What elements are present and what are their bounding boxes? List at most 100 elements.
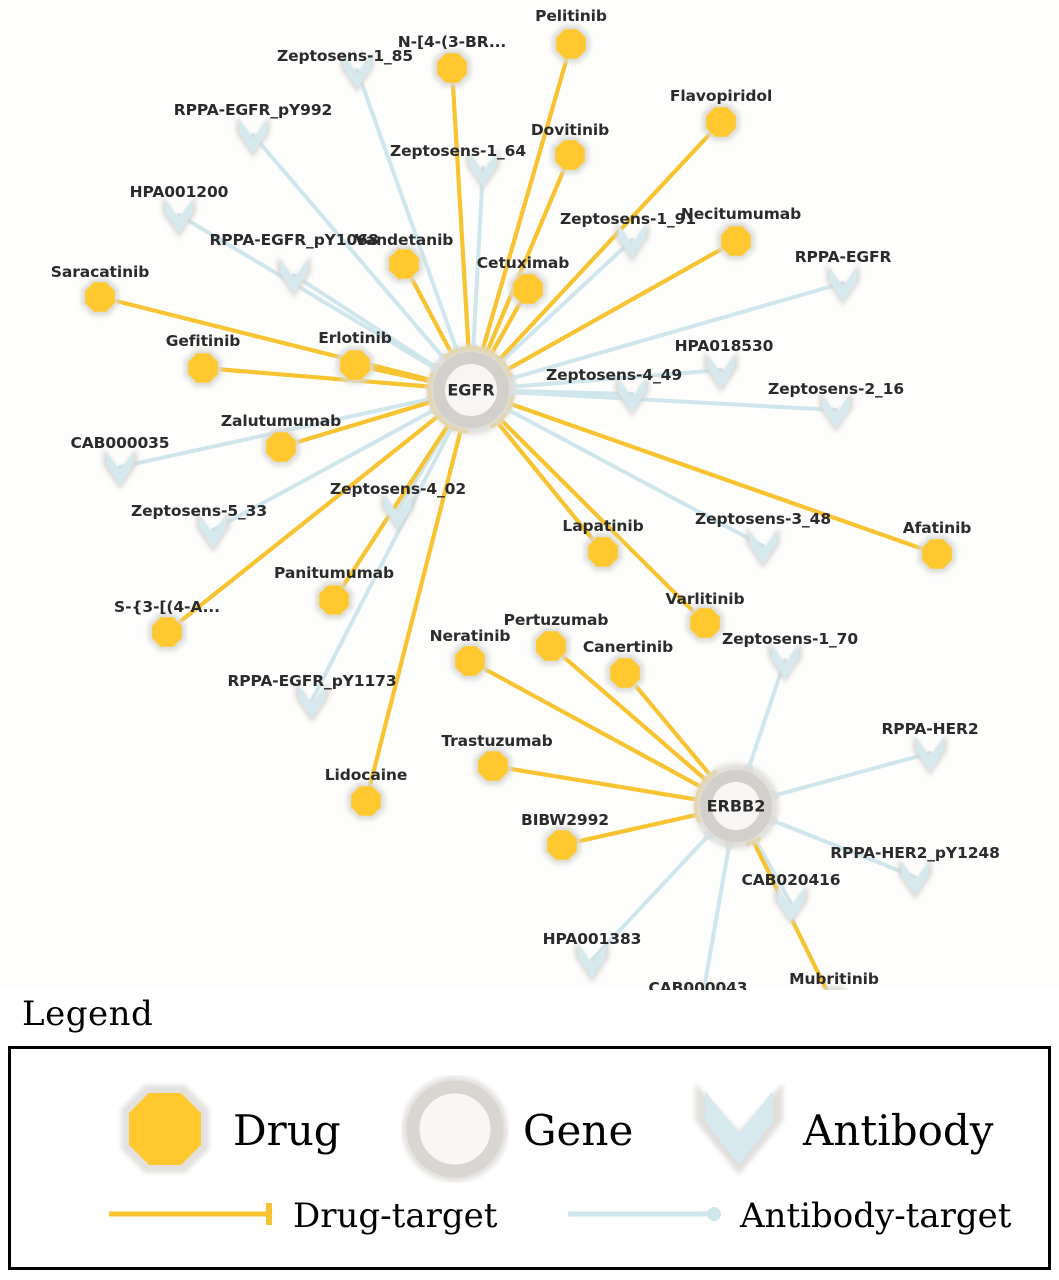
drug-octagon-icon [536, 631, 566, 661]
drug-node[interactable] [606, 654, 644, 692]
drug-node[interactable] [584, 533, 622, 571]
drug-node[interactable] [532, 627, 570, 665]
antibody-vee-icon [298, 684, 326, 719]
drug-octagon-icon [351, 786, 381, 816]
drug-octagon-icon [152, 617, 182, 647]
edge-line [480, 41, 574, 353]
antibody-vee-icon [578, 944, 606, 979]
drug-node[interactable] [347, 782, 385, 820]
antibody-node[interactable] [746, 526, 780, 569]
edge-line [751, 838, 834, 1000]
drug-node[interactable] [551, 136, 589, 174]
antibody-vee-icon [199, 514, 227, 549]
antibody-node[interactable] [898, 857, 932, 900]
antibody-vee-icon [343, 54, 371, 89]
antibody-node[interactable] [768, 640, 802, 683]
antibody-vee-icon [749, 530, 777, 565]
antibody-node[interactable] [774, 883, 808, 926]
drug-octagon-icon [85, 282, 115, 312]
drug-node[interactable] [474, 747, 512, 785]
legend-item-drug-target: Drug-target [107, 1199, 497, 1233]
network-canvas[interactable] [0, 0, 1059, 1000]
legend-panel: Legend Drug [0, 990, 1059, 1280]
antibody-node[interactable] [913, 733, 947, 776]
antibody-node[interactable] [340, 50, 374, 93]
edge-line [508, 281, 845, 381]
drug-octagon-icon [513, 274, 543, 304]
legend-item-gene: Gene [401, 1075, 633, 1187]
drug-node[interactable] [686, 604, 724, 642]
edge-line [363, 427, 463, 804]
drug-node[interactable] [336, 346, 374, 384]
drug-node[interactable] [451, 642, 489, 680]
drug-node[interactable] [717, 222, 755, 260]
drug-node[interactable] [543, 826, 581, 864]
antibody-vee-icon [165, 199, 193, 234]
drug-node[interactable] [702, 103, 740, 141]
edge-line [177, 213, 438, 371]
antibody-node[interactable] [162, 195, 196, 238]
gene-ring-icon [401, 1075, 509, 1187]
drug-octagon-icon [922, 539, 952, 569]
antibody-node[interactable] [615, 220, 649, 263]
antibody-vee-icon [280, 259, 308, 294]
edge-line [200, 365, 433, 389]
antibody-vee-icon [618, 224, 646, 259]
edge-line [496, 119, 724, 363]
gene-ring-icon [700, 770, 772, 842]
drug-node[interactable] [385, 245, 423, 283]
network-svg[interactable] [0, 0, 1059, 1000]
drug-node[interactable] [148, 613, 186, 651]
antibody-node[interactable] [381, 490, 415, 533]
drug-octagon-icon [706, 107, 736, 137]
antibody-node[interactable] [103, 447, 137, 490]
drug-node[interactable] [918, 535, 956, 573]
gene-node-erbb2[interactable] [693, 763, 779, 849]
antibody-vee-icon [689, 1075, 789, 1187]
drug-octagon-icon [555, 140, 585, 170]
drug-node[interactable] [509, 270, 547, 308]
edge-line [700, 842, 732, 1000]
edge-line [164, 413, 442, 635]
drug-node[interactable] [81, 278, 119, 316]
antibody-node[interactable] [575, 940, 609, 983]
drug-node[interactable] [433, 49, 471, 87]
edge-line [504, 238, 739, 373]
drug-octagon-icon [319, 585, 349, 615]
edge-line [590, 832, 712, 962]
gene-node-label: ERBB2 [706, 796, 766, 816]
gene-ring-icon [433, 352, 509, 428]
antibody-node[interactable] [295, 680, 329, 723]
antibody-node[interactable] [236, 115, 270, 158]
antibody-node[interactable] [704, 350, 738, 393]
antibody-node[interactable] [819, 390, 853, 433]
edge-line [559, 812, 701, 848]
nodes-layer [81, 25, 956, 1000]
drug-node[interactable] [184, 349, 222, 387]
antibody-vee-icon [829, 267, 857, 302]
edge-line [467, 658, 704, 790]
drug-node[interactable] [262, 428, 300, 466]
antibody-node[interactable] [277, 255, 311, 298]
edge-line [484, 152, 573, 355]
legend-title: Legend [22, 994, 154, 1034]
edge-line [251, 133, 447, 361]
antibody-node[interactable] [615, 374, 649, 417]
antibody-vee-icon [822, 394, 850, 429]
edge-line [770, 818, 917, 879]
antibody-node[interactable] [826, 263, 860, 306]
antibody-vee-icon [106, 451, 134, 486]
edge-line [746, 658, 787, 772]
drug-node[interactable] [315, 581, 353, 619]
antibody-node[interactable] [196, 510, 230, 553]
edge-line [753, 837, 793, 905]
legend-box: Drug Gene [8, 1046, 1051, 1270]
drug-octagon-icon [437, 53, 467, 83]
gene-node-egfr[interactable] [426, 345, 516, 435]
drug-octagon-icon [111, 1075, 219, 1187]
legend-shapes-row: Drug Gene [11, 1069, 1048, 1189]
drug-node[interactable] [552, 25, 590, 63]
drug-octagon-icon [455, 646, 485, 676]
drug-octagon-icon [690, 608, 720, 638]
antibody-node[interactable] [466, 148, 500, 191]
